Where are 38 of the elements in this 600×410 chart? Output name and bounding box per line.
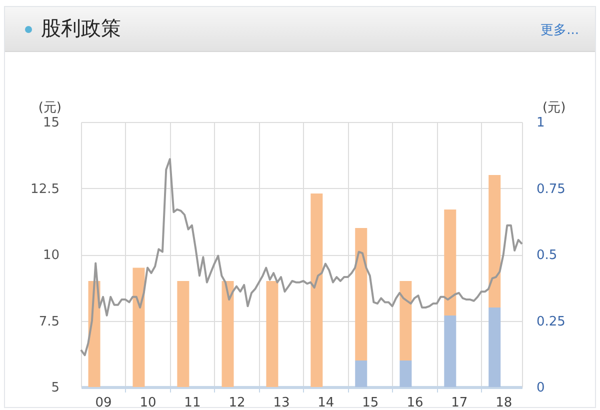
y2-tick-label: 0.25 bbox=[536, 314, 566, 330]
bar bbox=[266, 281, 278, 387]
x-tick-label: 18 bbox=[496, 396, 512, 410]
bar bbox=[132, 268, 145, 387]
line-series bbox=[80, 158, 523, 356]
bar bbox=[488, 175, 501, 308]
y-tick-label: 10 bbox=[42, 248, 60, 263]
x-tick-label: 17 bbox=[451, 396, 468, 410]
y-tick-label: 15 bbox=[42, 116, 60, 130]
bar bbox=[222, 281, 234, 387]
bar bbox=[400, 281, 412, 360]
bar bbox=[444, 209, 456, 316]
chart-title: 股利政策 bbox=[41, 15, 121, 42]
text: 更多... bbox=[540, 22, 579, 39]
y-tick-label: 5 bbox=[51, 380, 60, 396]
bar bbox=[355, 360, 368, 387]
y2-tick-label: 0 bbox=[536, 380, 545, 396]
x-tick-label: 13 bbox=[273, 396, 290, 410]
x-tick-label: 09 bbox=[95, 396, 112, 410]
bar bbox=[177, 281, 190, 387]
x-tick-label: 14 bbox=[318, 396, 334, 410]
x-tick-label: 12 bbox=[228, 396, 246, 410]
x-tick-label: 16 bbox=[406, 396, 424, 410]
bar bbox=[488, 308, 501, 387]
bar bbox=[355, 228, 368, 360]
y2-tick-label: 0.75 bbox=[536, 182, 566, 197]
bar bbox=[400, 360, 412, 387]
x-tick-label: 11 bbox=[184, 396, 201, 410]
y-tick-label: 7.5 bbox=[38, 314, 60, 330]
y2-axis-title: (元) bbox=[542, 100, 566, 116]
x-tick-label: 15 bbox=[362, 396, 379, 410]
y2-tick-label: 1 bbox=[536, 116, 545, 130]
x-tick-label: 10 bbox=[140, 396, 156, 410]
bar bbox=[310, 194, 323, 387]
y-axis-title: (元) bbox=[38, 100, 62, 116]
y-tick-label: 12.5 bbox=[30, 182, 60, 197]
y2-tick-label: 0.5 bbox=[536, 248, 558, 263]
bar bbox=[444, 315, 456, 387]
